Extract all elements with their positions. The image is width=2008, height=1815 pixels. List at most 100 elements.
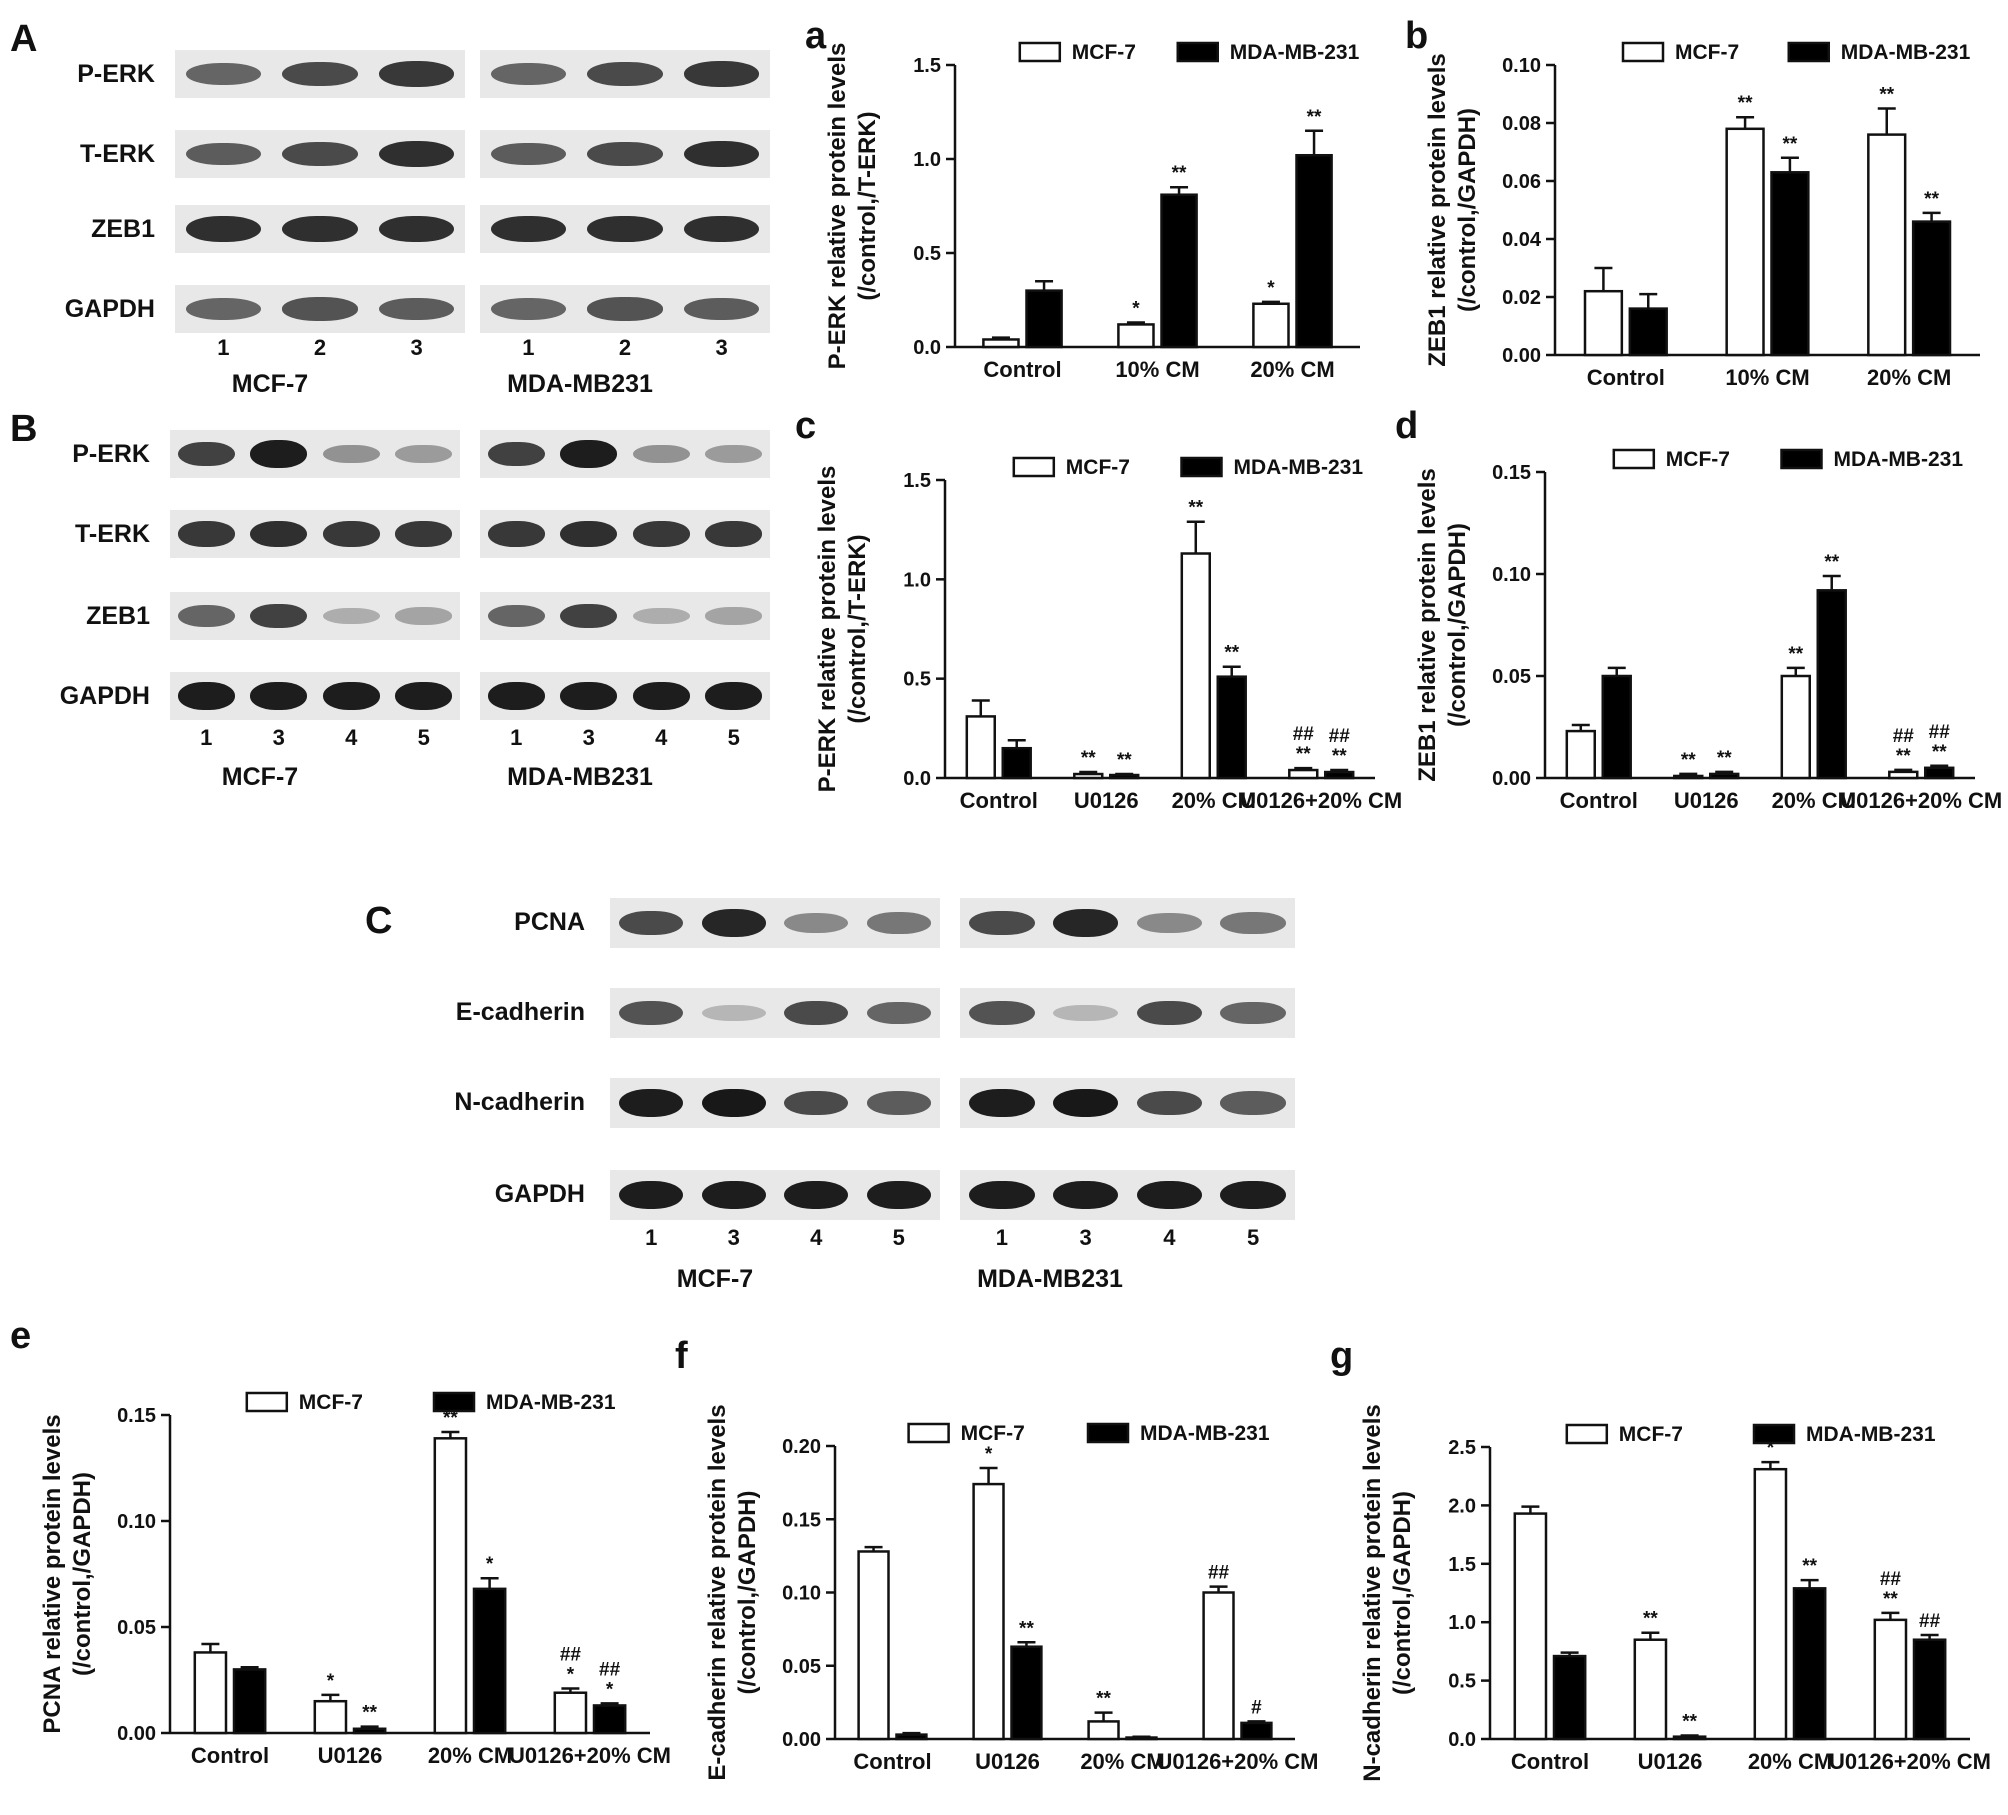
y-tick-label: 1.0 <box>913 149 941 171</box>
blot-band <box>683 297 760 321</box>
blot-band <box>1220 1180 1286 1210</box>
blot-row-label: GAPDH <box>64 295 155 323</box>
blot-band <box>322 444 380 464</box>
blot-band <box>587 297 663 321</box>
bar-mda <box>1792 1587 1827 1741</box>
significance-mark: ** <box>1883 1589 1898 1610</box>
y-tick-label: 0.15 <box>117 1405 156 1427</box>
y-tick-label: 0.00 <box>1502 345 1541 367</box>
blot-band <box>619 910 684 936</box>
blot-band <box>1136 1180 1203 1210</box>
y-tick-label: 1.0 <box>1448 1612 1476 1634</box>
significance-mark: ** <box>1896 746 1911 767</box>
y-tick-label: 0.10 <box>1492 564 1531 586</box>
blot-band <box>632 682 690 710</box>
significance-mark: * <box>1767 1438 1775 1459</box>
lane-number: 4 <box>655 725 668 750</box>
blot-band <box>784 1000 849 1026</box>
y-axis-label: (/control,/GAPDH) <box>1444 523 1471 727</box>
panel-label-A: A <box>10 18 38 60</box>
legend-swatch <box>1086 1422 1130 1444</box>
y-tick-label: 0.05 <box>1492 666 1531 688</box>
y-tick-label: 0.5 <box>1448 1671 1476 1693</box>
significance-mark: ** <box>1332 746 1347 767</box>
blot-band <box>969 910 1035 936</box>
legend-label: MDA-MB-231 <box>1841 41 1971 64</box>
blot-band <box>701 1180 766 1210</box>
significance-mark: ** <box>362 1703 377 1724</box>
blot-band <box>282 297 358 321</box>
significance-mark: ## <box>1880 1569 1902 1590</box>
significance-mark: ** <box>1924 189 1939 210</box>
y-axis-label: N-cadherin relative protein levels <box>1359 1404 1386 1781</box>
y-axis-label: (/control,/GAPDH) <box>69 1472 96 1676</box>
significance-mark: ## <box>1919 1611 1941 1632</box>
significance-mark: ** <box>1681 750 1696 771</box>
blot-band <box>378 61 455 87</box>
x-tick-label: Control <box>960 788 1038 813</box>
bar-mcf7 <box>965 715 996 780</box>
cell-line-label: MDA-MB231 <box>507 370 653 398</box>
blot-row-label: E-cadherin <box>455 998 585 1026</box>
x-tick-label: U0126+20% CM <box>1240 788 1402 813</box>
bar-mda <box>1911 220 1952 357</box>
significance-mark: ** <box>1096 1689 1111 1710</box>
legend-swatch <box>1780 448 1823 470</box>
legend-swatch <box>1621 41 1665 63</box>
bar-mda <box>1552 1654 1587 1741</box>
blot-band <box>632 444 690 464</box>
bar-mcf7 <box>1252 302 1290 349</box>
lane-number: 1 <box>995 1225 1008 1250</box>
lane-number: 2 <box>618 335 632 360</box>
lane-number: 3 <box>715 335 728 360</box>
blot-band <box>587 62 663 86</box>
blot-band <box>683 216 760 242</box>
blot-band <box>322 607 380 625</box>
x-tick-label: Control <box>1587 365 1665 390</box>
bar-mda <box>1160 193 1198 349</box>
lane-number: 2 <box>313 335 327 360</box>
blot-band <box>250 682 308 710</box>
lane-number: 5 <box>417 725 430 750</box>
significance-mark: ** <box>1824 552 1839 573</box>
blot-band <box>683 61 760 87</box>
significance-mark: * <box>486 1554 494 1575</box>
y-tick-label: 1.5 <box>903 470 931 492</box>
x-tick-label: Control <box>191 1743 269 1768</box>
panel-label: e <box>10 1315 31 1357</box>
significance-mark: ## <box>599 1659 621 1680</box>
cell-line-label: MDA-MB231 <box>507 763 653 791</box>
lane-number: 4 <box>1163 1225 1176 1250</box>
legend-swatch <box>432 1391 476 1413</box>
lane-number: 3 <box>272 725 285 750</box>
x-tick-label: 10% CM <box>1115 357 1199 382</box>
y-tick-label: 0.08 <box>1502 113 1541 135</box>
blot-row-label: T-ERK <box>75 520 150 548</box>
blot-band <box>784 1180 849 1210</box>
bar-mcf7 <box>1873 1618 1908 1741</box>
legend-label: MDA-MB-231 <box>1806 1423 1936 1446</box>
lane-number: 4 <box>345 725 358 750</box>
significance-mark: ** <box>1682 1711 1697 1732</box>
blot-row-label: P-ERK <box>77 60 155 88</box>
legend-swatch <box>1612 448 1656 470</box>
blot-band <box>1136 913 1203 933</box>
legend-label: MCF-7 <box>961 1422 1025 1445</box>
blot-row-label: ZEB1 <box>91 215 155 243</box>
x-tick-label: 20% CM <box>1867 365 1951 390</box>
significance-mark: ** <box>1172 163 1187 184</box>
panel-label: c <box>795 405 816 447</box>
blot-band <box>395 682 453 710</box>
blot-band <box>560 521 618 547</box>
blot-band <box>1052 1180 1119 1210</box>
legend-swatch <box>1180 456 1223 478</box>
significance-mark: ** <box>1738 93 1753 114</box>
significance-mark: ** <box>1879 85 1894 106</box>
y-tick-label: 2.5 <box>1448 1437 1476 1459</box>
blot-band <box>632 607 690 625</box>
blot-band <box>866 1001 931 1025</box>
panel-label: g <box>1330 1335 1353 1377</box>
bar-mcf7 <box>1633 1638 1668 1741</box>
y-axis-label: ZEB1 relative protein levels <box>1424 53 1451 366</box>
significance-mark: ## <box>1208 1563 1230 1584</box>
